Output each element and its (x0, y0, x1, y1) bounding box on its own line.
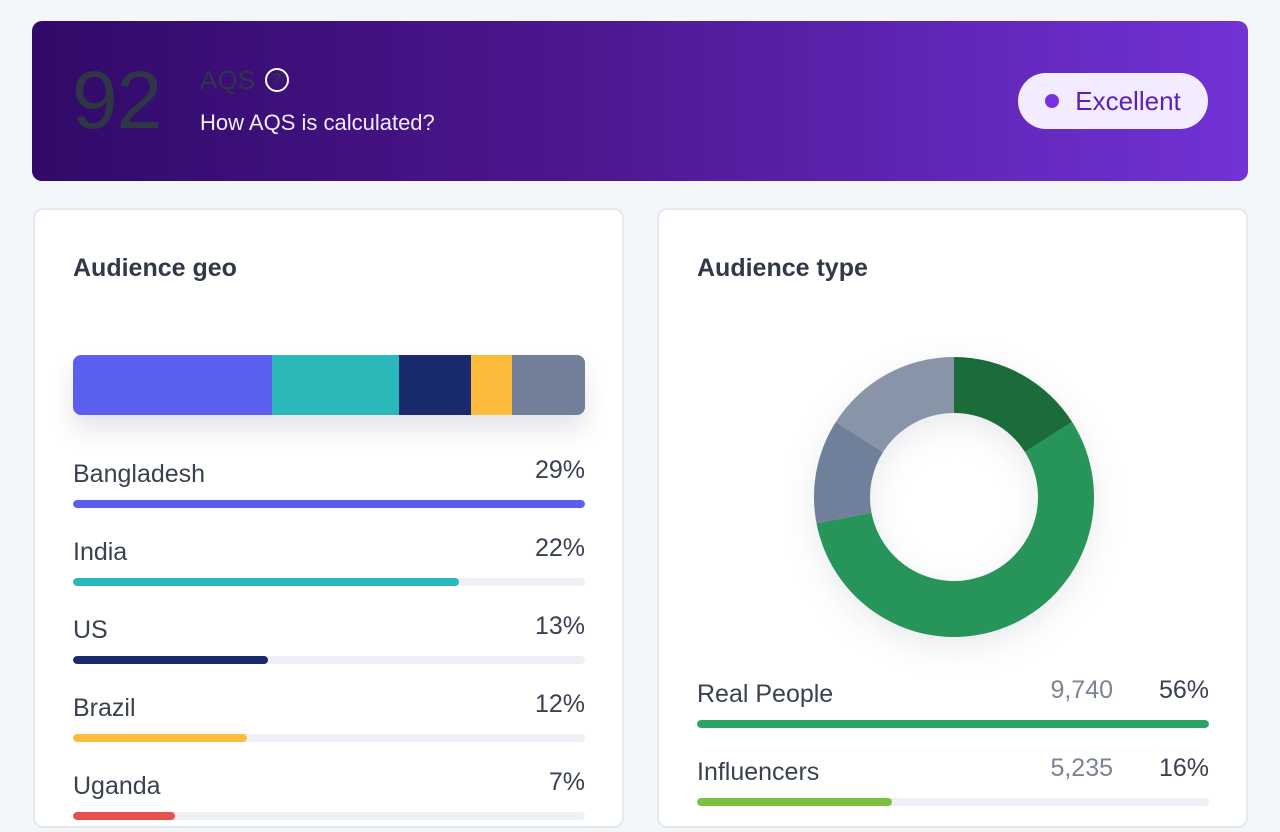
geo-progress-track (73, 812, 585, 820)
quality-badge-label: Excellent (1075, 85, 1181, 116)
geo-stack-segment-bangladesh (73, 355, 272, 415)
question-circle-icon[interactable]: ? (264, 68, 289, 92)
audience-geo-card: Audience geo Bangladesh 29% India 22% US… (33, 208, 624, 828)
status-dot-icon (1045, 94, 1060, 108)
geo-country-name: Uganda (73, 772, 161, 800)
aqs-score: 92 (72, 55, 162, 146)
donut-slice-other[interactable] (835, 357, 954, 452)
aqs-title: AQS ? (200, 64, 289, 96)
geo-progress-fill (73, 500, 585, 508)
geo-row: Uganda 7% (73, 768, 585, 832)
geo-country-pct: 12% (534, 690, 585, 718)
type-row: Influencers 5,235 16% (697, 754, 1209, 818)
geo-progress-track (73, 656, 585, 664)
geo-country-pct: 7% (548, 768, 585, 796)
geo-country-pct: 22% (534, 534, 585, 562)
aqs-calculation-link[interactable]: How AQS is calculated? (200, 110, 435, 135)
type-progress-fill (697, 798, 892, 806)
geo-stack-segment-brazil (470, 355, 512, 415)
geo-country-name: Bangladesh (73, 460, 206, 488)
geo-country-pct: 13% (534, 612, 585, 640)
geo-progress-track (73, 578, 585, 586)
geo-stacked-bar (73, 355, 585, 415)
audience-type-card: Audience type Real People 9,740 56% Infl… (657, 208, 1248, 828)
type-count: 5,235 (1050, 754, 1113, 782)
geo-row: India 22% (73, 534, 585, 598)
audience-type-title: Audience type (697, 254, 868, 282)
geo-country-pct: 29% (534, 456, 585, 484)
donut-slice-real-people[interactable] (816, 421, 1094, 637)
type-name: Real People (697, 680, 834, 708)
type-pct: 56% (1158, 676, 1209, 704)
geo-row: Brazil 12% (73, 690, 585, 754)
type-row: Real People 9,740 56% (697, 676, 1209, 740)
geo-progress-fill (73, 812, 176, 820)
geo-row: Bangladesh 29% (73, 456, 585, 520)
quality-badge: Excellent (1018, 73, 1208, 129)
geo-country-name: Brazil (73, 694, 136, 722)
geo-progress-track (73, 500, 585, 508)
audience-geo-title: Audience geo (73, 254, 237, 282)
geo-row: US 13% (73, 612, 585, 676)
type-count: 9,740 (1050, 676, 1113, 704)
geo-progress-fill (73, 578, 460, 586)
donut-slice-suspicious[interactable] (954, 357, 1073, 452)
type-progress-track (697, 720, 1209, 728)
geo-stack-segment-other (511, 355, 585, 415)
geo-country-name: US (73, 616, 108, 644)
donut-slice-mass-followers[interactable] (814, 421, 884, 524)
type-pct: 16% (1158, 754, 1209, 782)
type-progress-track (697, 798, 1209, 806)
geo-progress-track (73, 734, 585, 742)
audience-type-donut-chart (814, 357, 1094, 637)
geo-progress-fill (73, 734, 248, 742)
type-progress-fill (697, 720, 1209, 728)
geo-stack-segment-india (271, 355, 399, 415)
type-name: Influencers (697, 758, 820, 786)
geo-country-name: India (73, 538, 128, 566)
geo-progress-fill (73, 656, 268, 664)
geo-stack-segment-us (398, 355, 471, 415)
aqs-title-label: AQS (200, 65, 255, 95)
